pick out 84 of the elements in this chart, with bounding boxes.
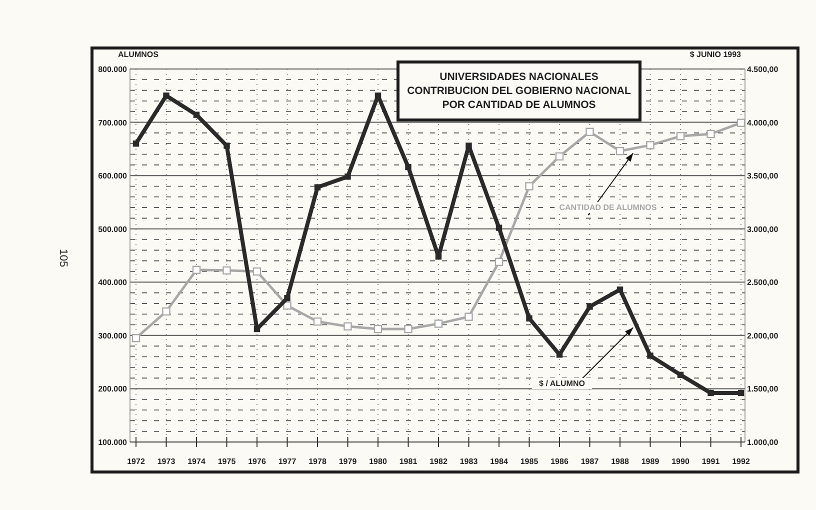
point (374, 324, 382, 334)
x-tick-label: 1984 (490, 457, 508, 466)
point (404, 324, 412, 334)
point (162, 307, 170, 316)
y-tick-label: 800.000 (98, 65, 128, 74)
point (344, 322, 352, 330)
point (706, 130, 715, 138)
y-tick-label: 700.000 (98, 118, 128, 128)
x-tick-label: 1990 (672, 457, 690, 466)
point (254, 326, 260, 332)
x-tick-label: 1991 (702, 457, 720, 466)
point (224, 142, 230, 149)
point (738, 390, 744, 396)
point (435, 253, 442, 260)
x-tick-label: 1981 (399, 457, 418, 466)
x-tick-label: 1989 (641, 457, 660, 466)
x-tick-label: 1986 (550, 457, 569, 466)
point (677, 372, 684, 378)
point (526, 315, 532, 322)
x-tick-label: 1973 (157, 457, 176, 466)
y-tick-label: 500.000 (98, 224, 128, 234)
point (464, 312, 473, 321)
x-tick-label: 1978 (308, 457, 327, 466)
point (676, 132, 685, 140)
point (344, 174, 351, 180)
point (132, 140, 140, 147)
point (314, 184, 321, 190)
point (405, 164, 412, 170)
y2-tick-label: 3.500,00 (747, 172, 779, 181)
point (252, 267, 262, 276)
x-tick-label: 1976 (248, 457, 266, 466)
y2-tick-label: 2.500,00 (747, 278, 779, 288)
text: UNIVERSIDADES NACIONALES CONTRIBUCION DEL GOBIERNO NACIONAL POR CANTIDAD DE ALUMNOS (407, 71, 632, 111)
y2-tick-label: 2.000,00 (747, 331, 779, 340)
point (222, 266, 231, 275)
y2-tick-label: 3.000,00 (747, 224, 779, 234)
x-tick-label: 1972 (127, 457, 146, 466)
x-tick-label: 1987 (580, 457, 600, 466)
text: CANTIDAD DE ALUMNOS (559, 203, 658, 212)
y2-axis-title: $ JUNIO 1993 (690, 50, 742, 59)
point (313, 317, 322, 326)
point (616, 146, 624, 156)
x-tick-label: 1975 (218, 457, 236, 466)
point (555, 152, 564, 160)
point (496, 224, 502, 231)
point (192, 266, 201, 274)
point (283, 301, 292, 310)
x-tick-label: 1985 (520, 457, 539, 466)
x-tick-label: 1979 (338, 457, 358, 466)
x-tick-label: 1983 (460, 457, 478, 466)
point (525, 182, 534, 190)
y2-tick-label: 1.000,00 (747, 438, 779, 447)
x-tick-label: 1977 (278, 457, 297, 466)
point (586, 304, 593, 310)
text: 105 (57, 248, 69, 268)
x-tick-label: 1974 (188, 457, 206, 466)
x-tick-label: 1988 (611, 457, 630, 466)
point (163, 92, 170, 99)
point (374, 92, 382, 99)
y-tick-label: 300.000 (98, 331, 128, 340)
point (284, 295, 290, 302)
x-tick-label: 1992 (732, 457, 750, 466)
point (586, 128, 594, 136)
y-tick-label: 200.000 (98, 384, 128, 394)
point (646, 141, 654, 150)
y-tick-label: 400.000 (98, 278, 128, 288)
point (647, 352, 654, 359)
y-tick-label: 600.000 (98, 172, 128, 181)
text: $ / ALUMNO (539, 379, 585, 388)
y2-tick-label: 4.000,00 (747, 118, 779, 128)
y2-tick-label: 4.500,00 (747, 65, 779, 74)
point (132, 334, 140, 342)
y-axis-title: ALUMNOS (118, 50, 160, 59)
point (466, 142, 472, 149)
point (434, 320, 443, 328)
x-tick-label: 1982 (430, 457, 448, 466)
point (708, 390, 714, 396)
y-tick-label: 100.000 (98, 438, 128, 447)
y2-tick-label: 1.500,00 (747, 384, 779, 394)
point (494, 258, 504, 266)
x-tick-label: 1980 (369, 457, 388, 466)
point (616, 286, 624, 293)
point (736, 118, 746, 127)
point (193, 112, 200, 118)
